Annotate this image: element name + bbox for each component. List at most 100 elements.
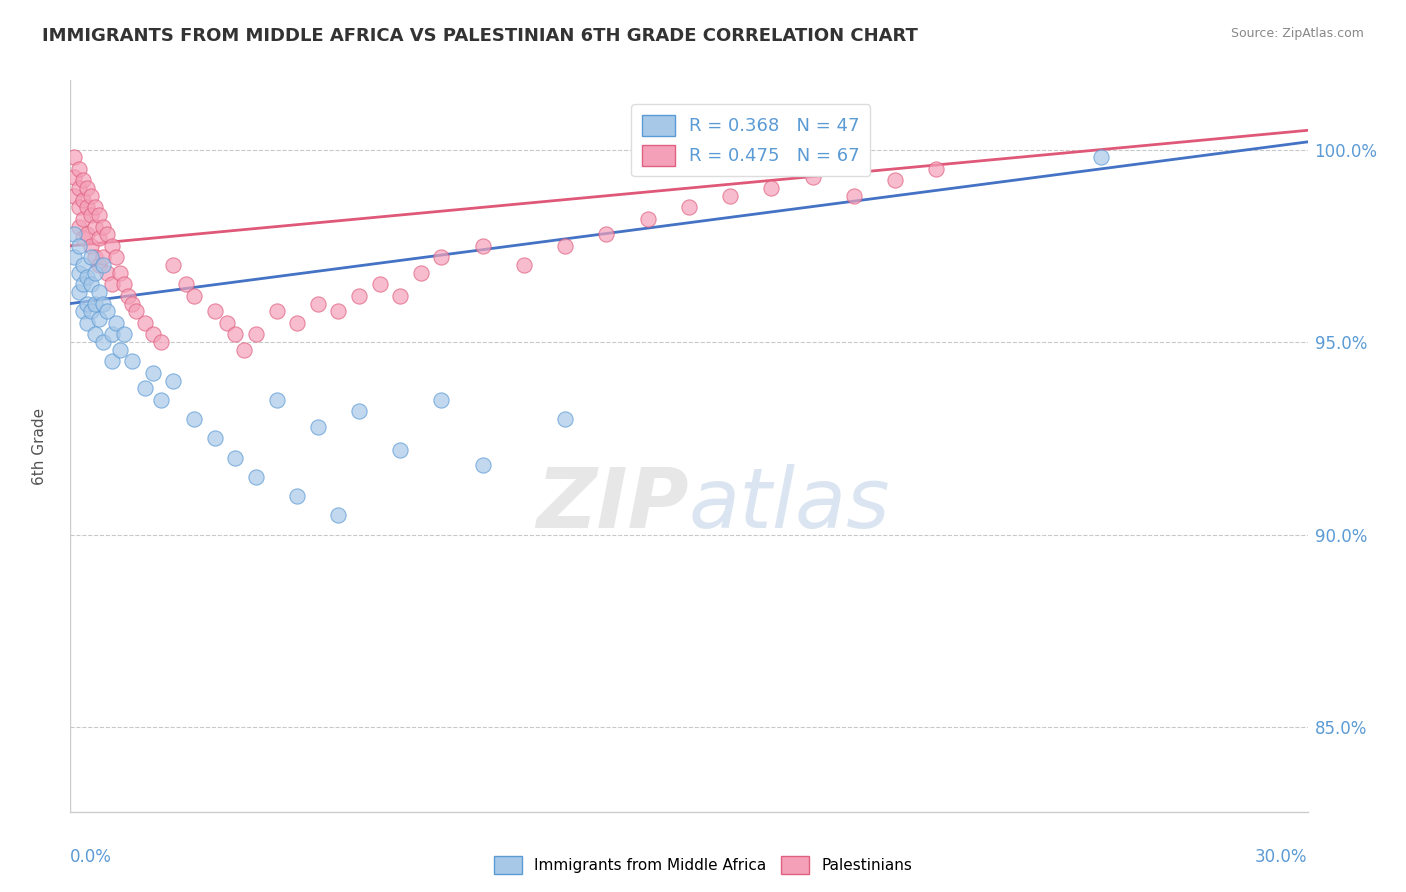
Point [96,304,118,318]
Point [389,289,412,303]
Point [678,200,700,214]
Point [245,327,267,342]
Point [884,173,907,187]
Point [84,266,107,280]
Point [368,277,391,292]
Point [100,327,122,342]
Text: Source: ZipAtlas.com: Source: ZipAtlas.com [1230,27,1364,40]
Point [471,239,494,253]
Point [134,316,156,330]
Point [801,169,824,184]
Text: atlas: atlas [689,464,890,545]
Point [84,296,107,310]
Point [925,161,948,176]
Point [72,211,94,226]
Point [307,296,329,310]
Point [108,343,131,357]
Point [150,334,173,349]
Point [842,188,865,202]
Point [89,231,111,245]
Text: 6th Grade: 6th Grade [32,408,46,484]
Point [67,266,90,280]
Point [72,277,94,292]
Point [80,304,103,318]
Point [72,304,94,318]
Point [328,508,350,523]
Point [91,219,114,234]
Point [80,277,103,292]
Point [76,227,98,242]
Point [307,419,329,434]
Point [72,258,94,272]
Point [63,188,86,202]
Point [76,200,98,214]
Point [266,392,288,407]
Point [76,181,98,195]
Point [89,208,111,222]
Point [117,289,139,303]
Point [80,251,103,265]
Point [67,219,90,234]
Point [67,181,90,195]
Point [89,312,111,326]
Point [266,304,288,318]
Point [761,181,783,195]
Legend: R = 0.368   N = 47, R = 0.475   N = 67: R = 0.368 N = 47, R = 0.475 N = 67 [631,104,870,177]
Point [67,200,90,214]
Point [80,188,103,202]
Point [347,404,370,418]
Point [72,173,94,187]
Point [554,239,576,253]
Point [347,289,370,303]
Text: 0.0%: 0.0% [70,848,112,866]
Point [84,251,107,265]
Legend: Immigrants from Middle Africa, Palestinians: Immigrants from Middle Africa, Palestini… [488,850,918,880]
Point [76,316,98,330]
Point [637,211,659,226]
Point [96,227,118,242]
Point [595,227,617,242]
Point [150,392,173,407]
Point [67,161,90,176]
Point [84,219,107,234]
Point [80,239,103,253]
Point [215,316,238,330]
Point [204,431,226,445]
Point [121,296,143,310]
Point [174,277,197,292]
Point [142,366,165,380]
Point [76,296,98,310]
Text: IMMIGRANTS FROM MIDDLE AFRICA VS PALESTINIAN 6TH GRADE CORRELATION CHART: IMMIGRANTS FROM MIDDLE AFRICA VS PALESTI… [42,27,918,45]
Point [108,266,131,280]
Point [513,258,536,272]
Point [718,188,741,202]
Point [134,381,156,395]
Point [72,193,94,207]
Point [91,296,114,310]
Point [142,327,165,342]
Point [91,258,114,272]
Point [67,239,90,253]
Point [84,200,107,214]
Point [389,442,412,457]
Point [100,354,122,368]
Point [84,327,107,342]
Point [63,169,86,184]
Point [1090,150,1112,164]
Point [89,285,111,299]
Point [100,277,122,292]
Point [91,334,114,349]
Point [63,251,86,265]
Point [89,258,111,272]
Point [409,266,432,280]
Point [285,316,308,330]
Point [72,231,94,245]
Point [104,251,127,265]
Point [224,450,246,465]
Point [121,354,143,368]
Point [162,258,184,272]
Point [554,412,576,426]
Point [183,289,205,303]
Point [112,277,135,292]
Point [245,470,267,484]
